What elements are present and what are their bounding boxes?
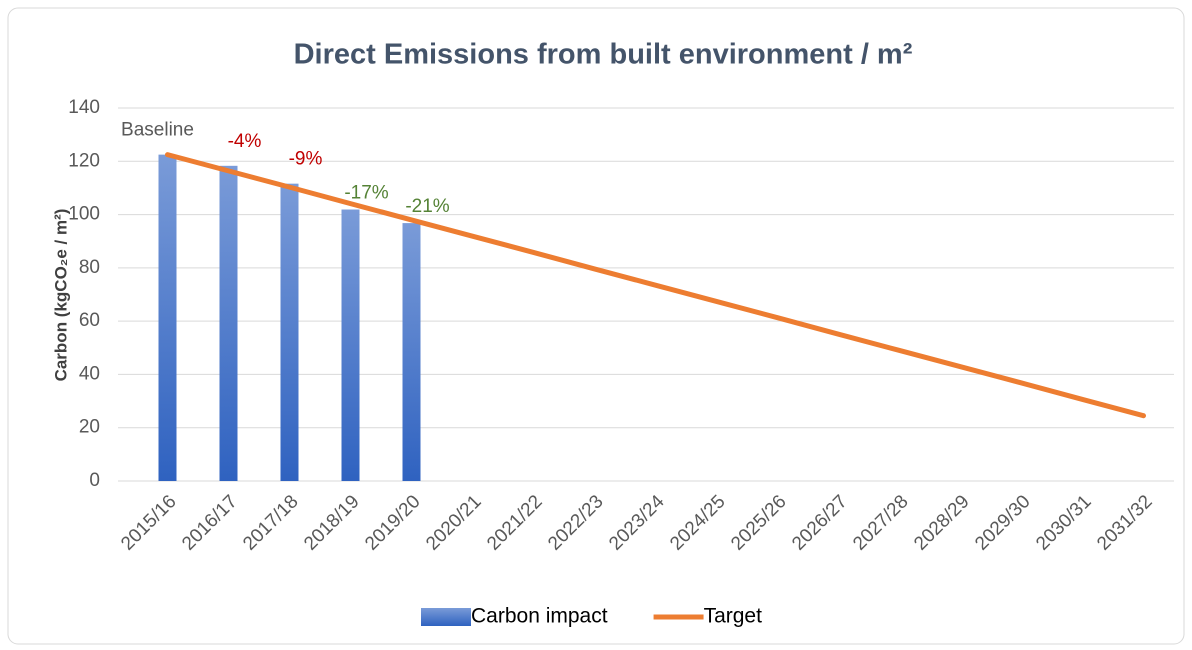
y-tick-label: 40 xyxy=(79,363,100,384)
bar xyxy=(158,154,177,481)
chart-title: Direct Emissions from built environment … xyxy=(294,39,913,71)
y-tick-label: 0 xyxy=(89,470,100,491)
data-label: Baseline xyxy=(121,120,194,141)
line xyxy=(165,152,1146,419)
y-tick-label: 140 xyxy=(68,97,100,118)
legend-label: Carbon impact xyxy=(471,605,608,628)
y-tick-label: 20 xyxy=(79,417,100,438)
bar xyxy=(219,165,238,481)
y-tick-label: 80 xyxy=(79,257,100,278)
legend-swatch xyxy=(421,608,471,626)
y-tick-label: 60 xyxy=(79,310,100,331)
y-axis-title: Carbon (kgCO₂e / m²) xyxy=(51,209,70,382)
y-tick-label: 100 xyxy=(68,204,100,225)
bar xyxy=(402,223,421,481)
legend-label: Target xyxy=(704,605,763,628)
chart-frame xyxy=(7,7,1185,645)
y-tick-label: 120 xyxy=(68,150,100,171)
data-label: -4% xyxy=(228,131,262,152)
bar xyxy=(341,209,360,482)
data-label: -9% xyxy=(289,149,323,170)
data-label: -17% xyxy=(344,183,388,204)
bar xyxy=(280,183,299,481)
data-label: -21% xyxy=(405,196,449,217)
